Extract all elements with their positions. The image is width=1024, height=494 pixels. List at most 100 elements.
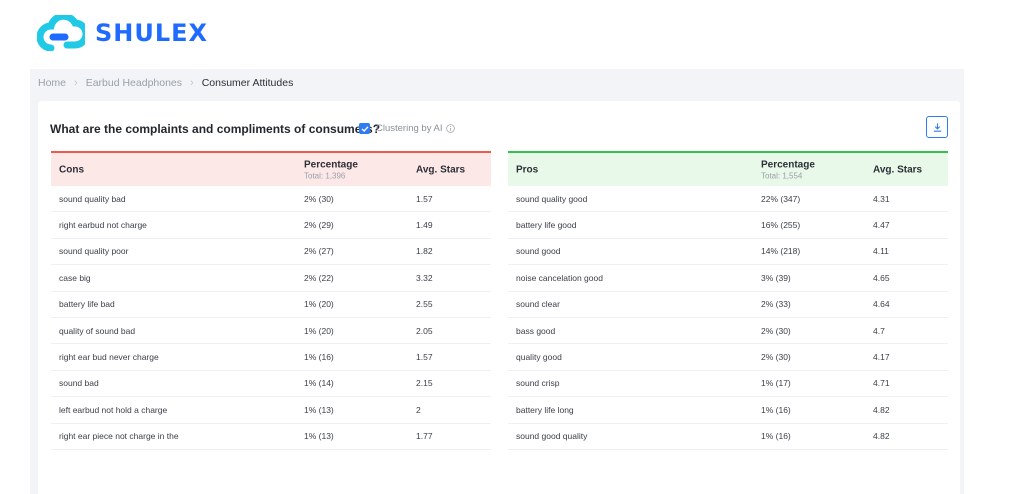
row-avg-stars: 4.82	[873, 431, 890, 442]
download-button[interactable]	[926, 116, 948, 138]
row-name: sound clear	[516, 299, 560, 310]
table-row[interactable]: sound quality poor 2% (27) 1.82	[51, 239, 491, 266]
breadcrumb: Home › Earbud Headphones › Consumer Atti…	[38, 77, 293, 89]
row-name: left earbud not hold a charge	[59, 404, 168, 415]
row-avg-stars: 2.05	[416, 325, 433, 336]
cloud-logo-icon	[37, 15, 85, 51]
table-row[interactable]: right ear piece not charge in the 1% (13)…	[51, 424, 491, 450]
brand-name: SHULEX	[95, 19, 209, 47]
row-percentage: 1% (17)	[761, 378, 791, 389]
table-row[interactable]: battery life bad 1% (20) 2.55	[51, 292, 491, 318]
percentage-label: Percentage	[304, 159, 358, 170]
table-row[interactable]: sound good quality 1% (16) 4.82	[508, 424, 948, 450]
row-name: quality good	[516, 352, 562, 363]
row-avg-stars: 4.71	[873, 378, 890, 389]
row-name: sound quality poor	[59, 246, 129, 257]
row-name: right earbud not charge	[59, 220, 147, 231]
row-avg-stars: 4.82	[873, 404, 890, 415]
breadcrumb-current: Consumer Attitudes	[201, 77, 294, 89]
cons-header-stars[interactable]: Avg. Stars	[416, 164, 466, 175]
table-row[interactable]: noise cancelation good 3% (39) 4.65	[508, 265, 948, 292]
table-row[interactable]: sound quality bad 2% (30) 1.57	[51, 186, 491, 213]
row-name: sound good quality	[516, 431, 588, 442]
table-row[interactable]: sound bad 1% (14) 2.15	[51, 371, 491, 398]
chevron-right-icon: ›	[74, 77, 78, 89]
row-avg-stars: 4.31	[873, 193, 890, 204]
row-name: noise cancelation good	[516, 272, 603, 283]
row-percentage: 2% (29)	[304, 220, 334, 231]
attitudes-card: What are the complaints and compliments …	[38, 101, 960, 494]
row-percentage: 1% (16)	[761, 431, 791, 442]
table-row[interactable]: bass good 2% (30) 4.7	[508, 318, 948, 345]
table-row[interactable]: sound clear 2% (33) 4.64	[508, 292, 948, 318]
row-percentage: 3% (39)	[761, 272, 791, 283]
percentage-label: Percentage	[761, 159, 815, 170]
row-avg-stars: 4.47	[873, 220, 890, 231]
row-name: battery life long	[516, 404, 574, 415]
cons-table-header: Cons Percentage Total: 1,396 Avg. Stars	[51, 151, 491, 186]
row-name: quality of sound bad	[59, 325, 136, 336]
row-percentage: 1% (14)	[304, 378, 334, 389]
row-avg-stars: 4.17	[873, 352, 890, 363]
row-percentage: 16% (255)	[761, 220, 801, 231]
row-avg-stars: 2	[416, 404, 421, 415]
row-name: sound quality bad	[59, 193, 126, 204]
row-avg-stars: 4.65	[873, 272, 890, 283]
breadcrumb-category[interactable]: Earbud Headphones	[85, 77, 183, 89]
row-name: right ear piece not charge in the	[59, 431, 179, 442]
table-row[interactable]: right ear bud never charge 1% (16) 1.57	[51, 344, 491, 371]
pros-header-label: Pros	[516, 164, 539, 175]
chevron-right-icon: ›	[190, 77, 194, 89]
row-percentage: 1% (16)	[761, 404, 791, 415]
row-percentage: 2% (30)	[761, 325, 791, 336]
row-avg-stars: 4.7	[873, 325, 885, 336]
table-row[interactable]: battery life long 1% (16) 4.82	[508, 397, 948, 424]
table-row[interactable]: sound good 14% (218) 4.11	[508, 239, 948, 266]
row-name: sound good	[516, 246, 561, 257]
row-avg-stars: 1.57	[416, 193, 433, 204]
row-percentage: 1% (13)	[304, 404, 334, 415]
table-row[interactable]: sound quality good 22% (347) 4.31	[508, 186, 948, 213]
row-percentage: 2% (33)	[761, 299, 791, 310]
table-row[interactable]: left earbud not hold a charge 1% (13) 2	[51, 397, 491, 424]
pros-table-header: Pros Percentage Total: 1,554 Avg. Stars	[508, 151, 948, 186]
pros-header-percentage[interactable]: Percentage Total: 1,554	[761, 159, 815, 180]
table-row[interactable]: case big 2% (22) 3.32	[51, 265, 491, 292]
row-percentage: 14% (218)	[761, 246, 801, 257]
row-percentage: 2% (30)	[761, 352, 791, 363]
content-area: Home › Earbud Headphones › Consumer Atti…	[30, 69, 964, 494]
table-row[interactable]: quality good 2% (30) 4.17	[508, 344, 948, 371]
row-percentage: 1% (20)	[304, 325, 334, 336]
section-title: What are the complaints and compliments …	[50, 122, 381, 136]
row-avg-stars: 1.77	[416, 431, 433, 442]
row-percentage: 22% (347)	[761, 193, 801, 204]
row-avg-stars: 2.15	[416, 378, 433, 389]
row-avg-stars: 1.49	[416, 220, 433, 231]
info-icon[interactable]	[445, 124, 455, 133]
row-avg-stars: 1.57	[416, 352, 433, 363]
row-percentage: 1% (20)	[304, 299, 334, 310]
cons-header-percentage[interactable]: Percentage Total: 1,396	[304, 159, 358, 180]
table-row[interactable]: right earbud not charge 2% (29) 1.49	[51, 212, 491, 239]
row-avg-stars: 1.82	[416, 246, 433, 257]
row-avg-stars: 2.55	[416, 299, 433, 310]
table-row[interactable]: sound crisp 1% (17) 4.71	[508, 371, 948, 398]
clustering-label: Clustering by AI	[376, 123, 443, 134]
table-row[interactable]: quality of sound bad 1% (20) 2.05	[51, 318, 491, 345]
table-row[interactable]: battery life good 16% (255) 4.47	[508, 212, 948, 239]
download-icon	[933, 122, 941, 132]
pros-table: Pros Percentage Total: 1,554 Avg. Stars …	[508, 151, 948, 450]
checkbox-checked-icon[interactable]	[359, 123, 370, 134]
row-avg-stars: 3.32	[416, 272, 433, 283]
row-name: sound quality good	[516, 193, 588, 204]
row-name: bass good	[516, 325, 556, 336]
cons-total: Total: 1,396	[304, 171, 346, 180]
clustering-toggle[interactable]: Clustering by AI	[359, 123, 455, 134]
pros-header-stars[interactable]: Avg. Stars	[873, 164, 923, 175]
shulex-logo[interactable]: SHULEX	[37, 12, 208, 54]
row-name: sound crisp	[516, 378, 560, 389]
row-name: battery life good	[516, 220, 577, 231]
row-avg-stars: 4.11	[873, 246, 889, 257]
row-name: battery life bad	[59, 299, 115, 310]
breadcrumb-home[interactable]: Home	[38, 77, 67, 89]
